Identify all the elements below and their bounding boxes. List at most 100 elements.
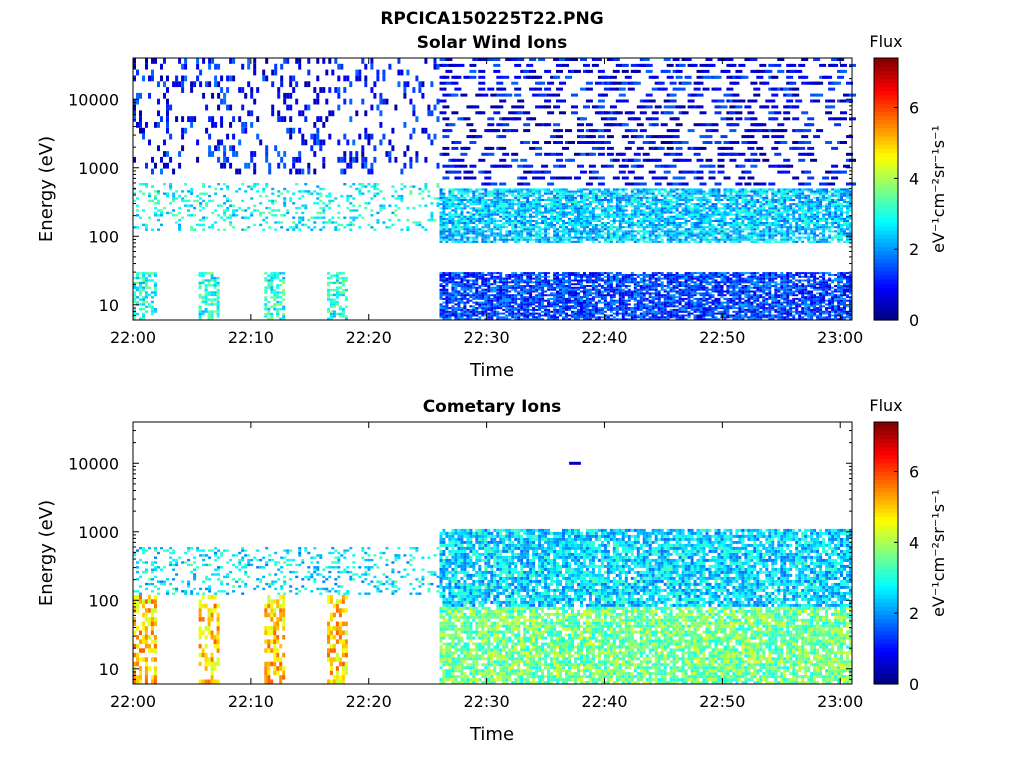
heatmap-cell [714,198,718,201]
heatmap-cell [565,207,568,210]
heatmap-cell [454,75,462,79]
heatmap-cell [279,279,283,282]
heatmap-cell [798,219,802,222]
heatmap-cell [202,199,206,203]
heatmap-cell [136,204,139,207]
heatmap-cell [547,198,551,201]
heatmap-cell [322,156,326,163]
heatmap-cell [678,240,682,243]
heatmap-cell [493,164,501,168]
heatmap-cell [825,203,829,206]
heatmap-cell [672,135,680,139]
heatmap-cell [651,240,655,243]
heatmap-cell [286,190,290,193]
heatmap-cell [759,215,763,218]
heatmap-cell [702,226,706,229]
heatmap-cell [274,209,278,212]
heatmap-cell [559,238,562,241]
heatmap-cell [341,281,345,285]
heatmap-cell [322,58,326,64]
heatmap-cell [204,303,208,306]
heatmap-cell [210,315,214,318]
heatmap-cell [810,236,814,239]
heatmap-cell [556,198,559,201]
heatmap-cell [478,201,482,204]
heatmap-cell [792,234,796,237]
heatmap-cell [714,207,718,210]
heatmap-cell [765,234,769,237]
heatmap-cell [714,141,722,144]
heatmap-cell [585,232,589,235]
heatmap-cell [846,240,849,243]
heatmap-cell [741,192,745,195]
heatmap-cell [166,75,169,82]
heatmap-cell [678,63,686,67]
heatmap-cell [714,238,718,241]
heatmap-cell [600,93,608,97]
heatmap-cell [804,170,812,174]
heatmap-cell [738,232,742,235]
heatmap-cell [520,192,524,195]
heatmap-cell [439,203,443,206]
heatmap-cell [651,111,659,115]
heatmap-cell [253,151,257,157]
heatmap-cell [717,188,721,191]
heatmap-cell [720,146,728,150]
heatmap-cell [550,219,554,222]
heatmap-cell [846,213,849,216]
heatmap-cell [469,69,477,73]
heatmap-cell [780,226,784,229]
heatmap-cell [262,69,266,76]
heatmap-cell [568,198,571,201]
heatmap-cell [753,213,757,216]
heatmap-cell [337,223,341,227]
heatmap-cell [702,194,706,197]
heatmap-cell [520,230,524,233]
heatmap-cell [346,162,350,169]
heatmap-cell [502,203,506,206]
heatmap-cell [816,228,820,231]
heatmap-cell [615,230,619,233]
heatmap-cell [505,207,509,210]
heatmap-cell [603,129,611,133]
heatmap-cell [166,98,169,105]
heatmap-cell [849,230,852,233]
heatmap-cell [669,105,677,109]
heatmap-cell [657,190,661,193]
heatmap-cell [232,151,236,157]
figure-title: RPCICA150225T22.PNG [380,9,603,29]
heatmap-cell [723,224,727,227]
heatmap-cell [562,226,565,229]
heatmap-cell [580,213,583,216]
heatmap-cell [335,286,339,289]
heatmap-cell [505,194,509,197]
heatmap-cell [786,196,790,199]
heatmap-cell [481,152,489,156]
heatmap-cell [759,232,763,235]
heatmap-cell [708,213,712,216]
heatmap-cell [556,192,559,195]
heatmap-cell [591,238,595,241]
heatmap-cell [448,236,452,239]
heatmap-cell [259,223,263,227]
heatmap-cell [532,190,536,193]
heatmap-cell [666,228,670,231]
heatmap-cell [493,203,497,206]
heatmap-cell [253,204,257,207]
heatmap-cell [675,152,683,156]
heatmap-cell [783,207,787,210]
heatmap-cell [490,93,498,97]
heatmap-cell [699,238,703,241]
heatmap-cell [825,211,829,214]
heatmap-cell [535,232,539,235]
heatmap-cell [621,232,625,235]
heatmap-cell [136,92,139,99]
heatmap-cell [675,188,679,191]
heatmap-cell [267,308,271,311]
heatmap-cell [316,139,320,146]
heatmap-cell [151,156,154,163]
heatmap-cell [675,75,683,79]
heatmap-cell [273,274,277,277]
heatmap-cell [621,219,625,222]
heatmap-cell [693,188,697,191]
